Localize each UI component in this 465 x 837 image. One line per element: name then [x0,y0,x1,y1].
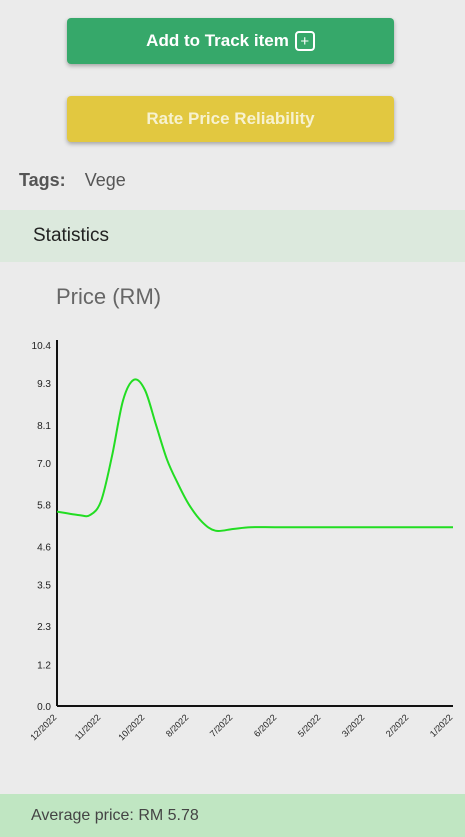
rate-price-reliability-button[interactable]: Rate Price Reliability [67,96,394,142]
y-tick-label: 7.0 [37,459,51,470]
x-tick-label: 11/2022 [73,712,103,742]
average-price-text: Average price: RM 5.78 [31,806,199,824]
x-tick-label: 10/2022 [116,712,146,742]
y-tick-label: 1.2 [37,660,51,671]
y-tick-label: 9.3 [37,379,51,390]
price-line-chart: 10.4 9.3 8.1 7.0 5.8 4.6 3.5 2.3 1.2 0.012/2022 11… [28,340,455,742]
x-tick-label: 2/2022 [384,712,411,739]
rate-price-reliability-label: Rate Price Reliability [146,109,315,128]
x-tick-label: 5/2022 [296,712,323,739]
x-tick-label: 1/2022 [428,712,455,739]
y-tick-label: 3.5 [37,581,51,592]
y-tick-label: 5.8 [37,501,51,512]
add-to-track-button[interactable]: Add to Track item + [67,18,394,64]
tags-label: Tags: [19,170,66,190]
average-price-bar: Average price: RM 5.78 [0,794,465,837]
y-tick-label: 10.4 [32,341,52,352]
plus-square-icon: + [294,31,315,51]
x-tick-label: 7/2022 [208,712,235,739]
statistics-header: Statistics [0,210,465,262]
chart-title: Price (RM) [56,284,162,309]
y-tick-label: 4.6 [37,542,51,553]
x-tick-label: 8/2022 [164,712,191,739]
price-series-line [56,378,453,533]
statistics-label: Statistics [33,225,110,246]
x-tick-label: 6/2022 [252,712,279,739]
x-tick-label: 12/2022 [28,712,58,742]
y-tick-label: 8.1 [37,421,51,432]
y-tick-label: 2.3 [37,622,51,633]
x-tick-label: 3/2022 [340,712,367,739]
tags-row: Tags: Vege [19,170,126,191]
tags-value: Vege [84,170,126,190]
add-to-track-label: Add to Track item [146,31,289,50]
y-tick-label: 0.0 [37,702,51,713]
